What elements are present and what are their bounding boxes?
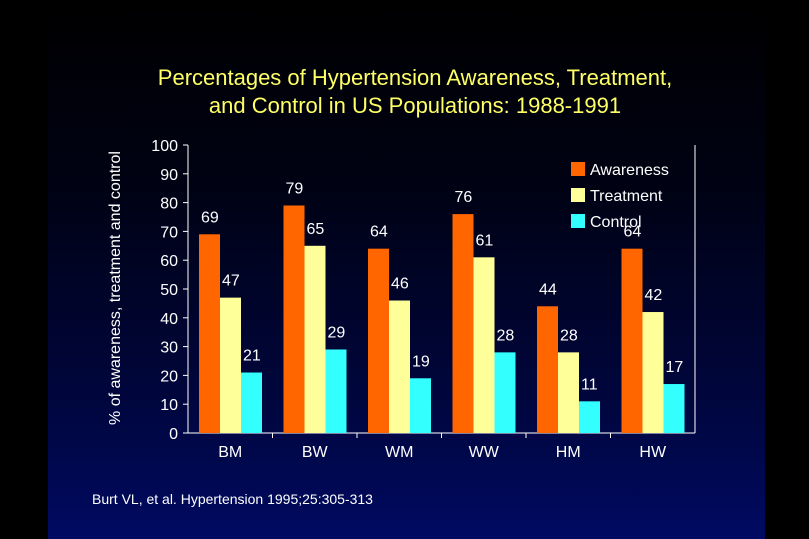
bar-treatment — [558, 352, 579, 433]
bar-control — [494, 352, 516, 433]
legend-swatch-control — [571, 214, 585, 228]
chart-title-line-2: and Control in US Populations: 1988-1991 — [208, 93, 622, 118]
chart-title: Percentages of Hypertension Awareness, T… — [90, 64, 740, 120]
data-label-control: 21 — [243, 348, 261, 365]
data-label-awareness: 76 — [455, 189, 473, 206]
x-tick-label: BW — [302, 444, 329, 461]
y-tick-label: 70 — [160, 224, 178, 241]
slide-background-panel — [48, 0, 765, 539]
bar-treatment — [642, 312, 664, 433]
y-tick-label: 20 — [160, 368, 178, 385]
data-label-treatment: 46 — [391, 276, 409, 293]
bar-control — [579, 401, 600, 433]
x-tick-label: HW — [639, 444, 667, 461]
data-label-treatment: 28 — [560, 327, 578, 344]
data-label-treatment: 65 — [307, 221, 325, 238]
bar-treatment — [220, 297, 241, 433]
legend-swatch-awareness — [571, 162, 585, 176]
bar-awareness — [199, 234, 220, 433]
bar-control — [663, 384, 685, 433]
data-label-control: 19 — [412, 353, 430, 370]
legend-label-awareness: Awareness — [590, 162, 669, 179]
y-tick-label: 90 — [160, 167, 178, 184]
bar-awareness — [621, 248, 643, 433]
data-label-control: 17 — [666, 359, 684, 376]
x-tick-label: WM — [385, 444, 413, 461]
data-label-awareness: 64 — [370, 224, 388, 241]
bar-treatment — [389, 300, 410, 433]
y-tick-label: 60 — [160, 253, 178, 270]
bar-treatment — [304, 245, 326, 433]
data-label-control: 29 — [328, 324, 346, 341]
bar-control — [325, 349, 347, 433]
y-tick-label: 0 — [169, 426, 178, 443]
data-label-treatment: 61 — [476, 232, 494, 249]
chart-title-line-1: Percentages of Hypertension Awareness, T… — [157, 65, 673, 90]
bar-control — [241, 372, 262, 433]
x-tick-label: WW — [469, 444, 500, 461]
data-label-awareness: 44 — [539, 281, 557, 298]
legend-label-treatment: Treatment — [590, 188, 663, 205]
legend-label-control: Control — [590, 214, 642, 231]
bar-awareness — [283, 205, 305, 433]
data-label-awareness: 64 — [624, 224, 642, 241]
bar-awareness — [368, 248, 389, 433]
y-tick-label: 40 — [160, 311, 178, 328]
x-tick-label: BM — [218, 444, 242, 461]
bar-treatment — [473, 257, 495, 433]
y-tick-label: 100 — [151, 138, 178, 155]
bar-awareness — [452, 214, 474, 433]
data-label-awareness: 69 — [201, 209, 219, 226]
y-tick-label: 80 — [160, 196, 178, 213]
data-label-control: 11 — [581, 376, 598, 393]
data-label-treatment: 42 — [645, 287, 663, 304]
data-label-awareness: 79 — [286, 180, 304, 197]
y-tick-label: 10 — [160, 397, 178, 414]
bar-control — [410, 378, 431, 433]
data-label-control: 28 — [497, 327, 515, 344]
bar-awareness — [537, 306, 558, 433]
legend-swatch-treatment — [571, 188, 585, 202]
citation: Burt VL, et al. Hypertension 1995;25:305… — [92, 491, 373, 507]
x-tick-label: HM — [556, 444, 581, 461]
y-tick-label: 50 — [160, 282, 178, 299]
data-label-treatment: 47 — [222, 273, 240, 290]
y-tick-label: 30 — [160, 340, 178, 357]
